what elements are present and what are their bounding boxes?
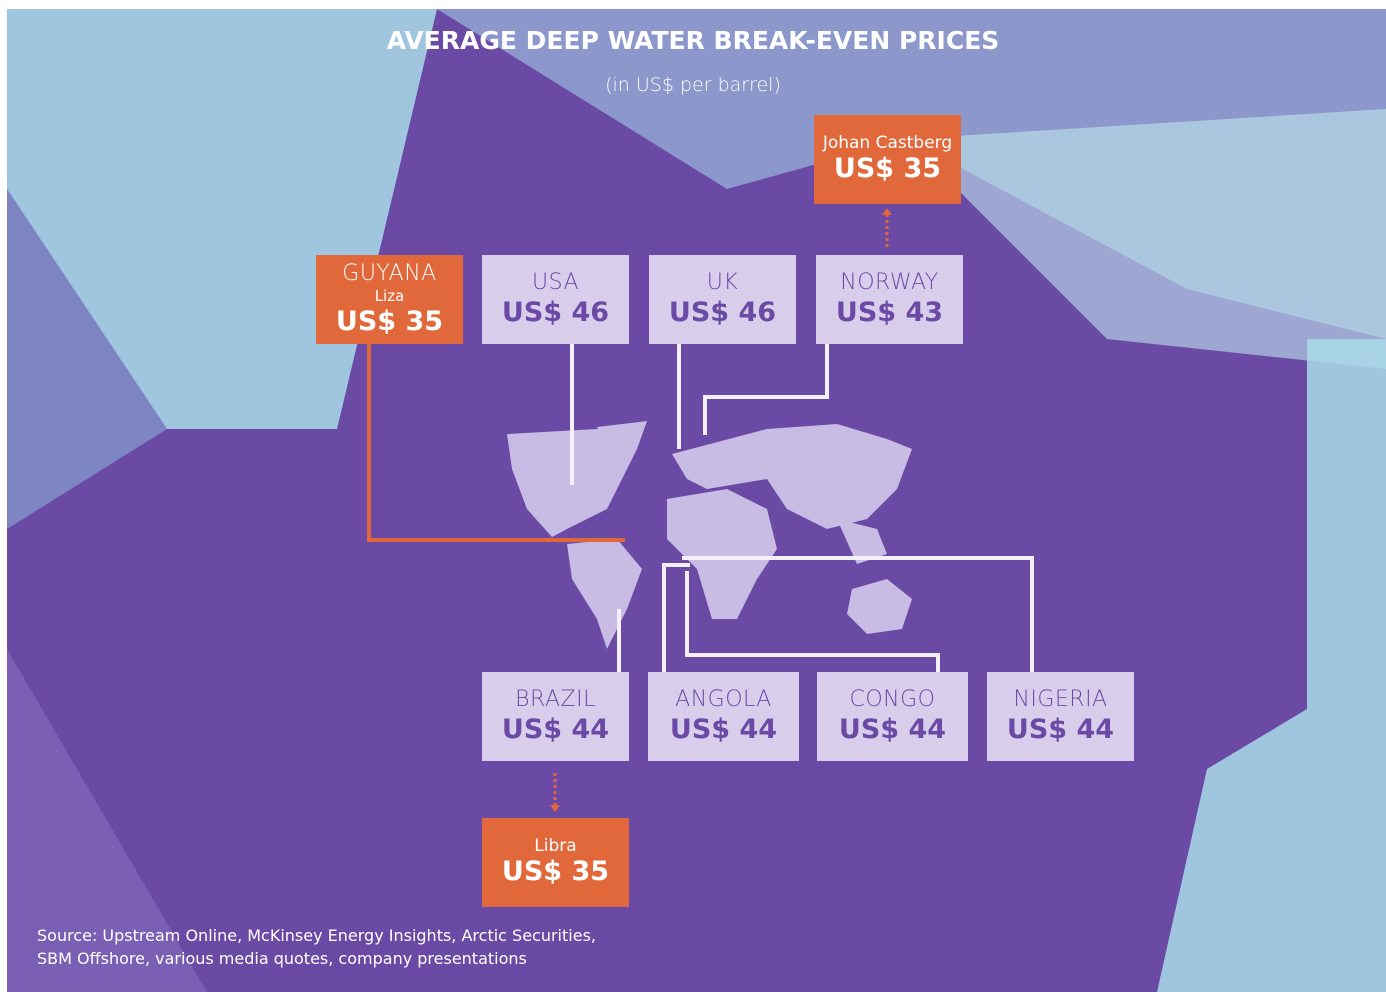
- infographic: [7, 9, 1386, 992]
- box-price: US$ 44: [1007, 713, 1114, 747]
- box-price: US$ 35: [502, 855, 609, 889]
- price-box: NORWAY US$ 43: [816, 255, 963, 344]
- source-line: SBM Offshore, various media quotes, comp…: [37, 947, 596, 970]
- box-label: GUYANA: [342, 261, 436, 287]
- box-label: NORWAY: [840, 270, 939, 296]
- box-price: US$ 46: [669, 296, 776, 330]
- box-price: US$ 35: [336, 305, 443, 339]
- arrow-head: [882, 208, 892, 215]
- box-price: US$ 35: [834, 152, 941, 186]
- page: AVERAGE DEEP WATER BREAK-EVEN PRICES (in…: [0, 0, 1386, 992]
- box-price: US$ 46: [502, 296, 609, 330]
- box-price: US$ 44: [670, 713, 777, 747]
- box-label: BRAZIL: [515, 687, 596, 713]
- title: AVERAGE DEEP WATER BREAK-EVEN PRICES: [0, 26, 1386, 55]
- box-label: USA: [532, 270, 579, 296]
- box-label: UK: [707, 270, 739, 296]
- box-sublabel: Libra: [534, 837, 576, 855]
- box-price: US$ 44: [839, 713, 946, 747]
- box-price: US$ 44: [502, 713, 609, 747]
- box-sublabel: Liza: [375, 287, 405, 305]
- price-box: Johan Castberg US$ 35: [814, 115, 961, 204]
- box-label: CONGO: [850, 687, 936, 713]
- arrow-head: [550, 805, 560, 812]
- world-map: [507, 421, 912, 649]
- source: Source: Upstream Online, McKinsey Energy…: [37, 924, 596, 970]
- price-box: ANGOLA US$ 44: [648, 672, 799, 761]
- box-sublabel: Johan Castberg: [823, 134, 952, 152]
- source-line: Source: Upstream Online, McKinsey Energy…: [37, 924, 596, 947]
- price-box: USA US$ 46: [482, 255, 629, 344]
- price-box: CONGO US$ 44: [817, 672, 968, 761]
- price-box: NIGERIA US$ 44: [987, 672, 1134, 761]
- box-label: ANGOLA: [675, 687, 772, 713]
- price-box: UK US$ 46: [649, 255, 796, 344]
- box-label: NIGERIA: [1013, 687, 1107, 713]
- price-box: GUYANA Liza US$ 35: [316, 255, 463, 344]
- subtitle: (in US$ per barrel): [0, 74, 1386, 96]
- background: [7, 9, 1386, 992]
- price-box: BRAZIL US$ 44: [482, 672, 629, 761]
- box-price: US$ 43: [836, 296, 943, 330]
- price-box: Libra US$ 35: [482, 818, 629, 907]
